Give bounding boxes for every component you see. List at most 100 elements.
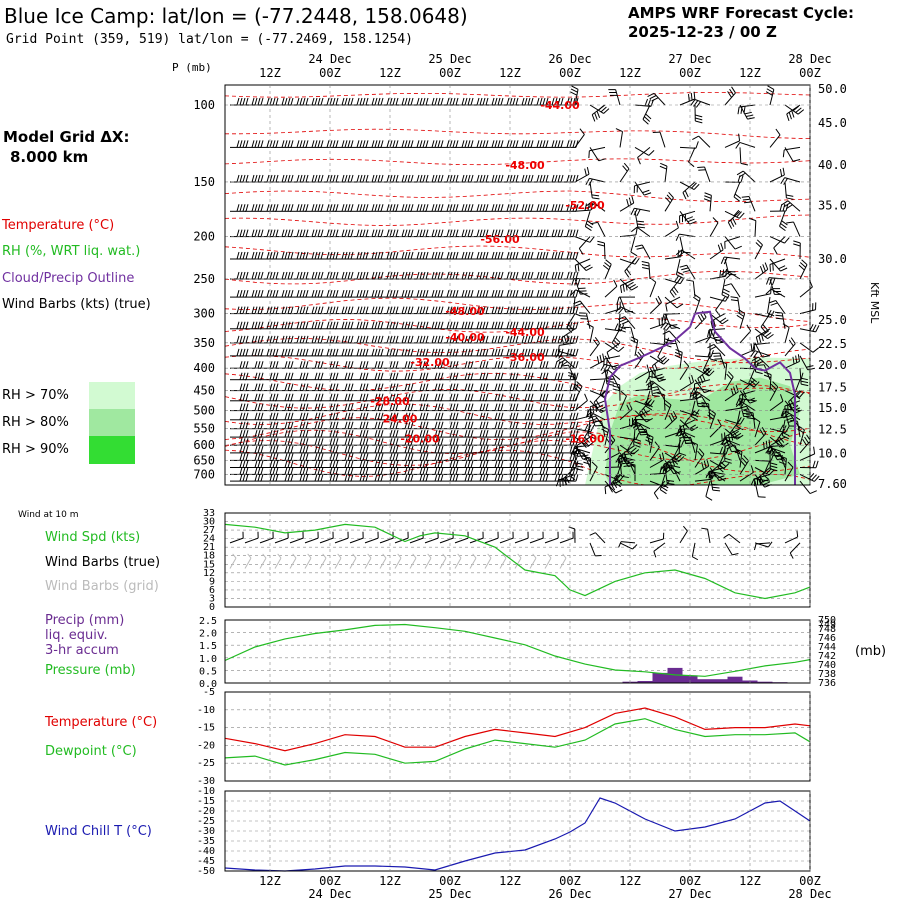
surface-wind-barb xyxy=(619,542,638,550)
wind-barb xyxy=(545,204,564,212)
wind-tick-label: 33 xyxy=(203,508,215,519)
isotherm-line xyxy=(225,128,811,139)
wind-barb xyxy=(515,421,534,430)
top-date-label: 27 Dec xyxy=(668,52,711,66)
isotherm-line xyxy=(224,92,811,98)
wind-barb xyxy=(694,379,712,394)
kft-tick-label: 45.0 xyxy=(818,116,847,130)
wind-barb xyxy=(245,445,264,454)
pressure-tick-label: 500 xyxy=(193,404,215,418)
wind-barb xyxy=(305,429,324,438)
wind-barb xyxy=(769,236,790,244)
wind-barb xyxy=(440,445,459,454)
wind-barb xyxy=(260,321,279,330)
wind-barb xyxy=(485,412,504,421)
grid-wind-barb xyxy=(484,553,492,569)
wind-barb xyxy=(275,271,294,280)
pressure-tick-label: 742 xyxy=(818,651,836,662)
pressure-tick-label: 300 xyxy=(193,307,215,321)
wind-barb xyxy=(365,460,384,468)
wind-barb xyxy=(709,217,719,237)
wind-barb xyxy=(350,372,369,381)
grid-wind-barb xyxy=(544,553,552,569)
wind-barb xyxy=(305,271,324,280)
wind-barb xyxy=(245,140,264,148)
wind-barb xyxy=(784,104,805,115)
wind-barb xyxy=(703,192,712,212)
wind-barb xyxy=(335,473,354,482)
wind-barb xyxy=(585,177,606,186)
wind-barb xyxy=(690,99,711,108)
wind-barb xyxy=(545,271,564,280)
isotherm-label: -40.00 xyxy=(445,331,485,344)
wind-speed-line xyxy=(224,523,811,600)
wind-barb xyxy=(515,473,534,482)
wind-barb xyxy=(664,411,678,430)
wind-barb xyxy=(707,328,726,338)
wind-barb xyxy=(515,97,534,106)
wind-barb xyxy=(709,294,730,302)
wind-barb xyxy=(765,85,775,106)
wind-barb xyxy=(765,288,786,298)
wind-barb xyxy=(485,438,504,446)
wind-barb xyxy=(692,135,711,148)
wind-barb xyxy=(781,419,790,440)
legend-rh90-swatch xyxy=(89,436,135,464)
wind-barb xyxy=(589,147,606,162)
isotherm-line xyxy=(224,449,811,486)
wind-barb xyxy=(515,321,534,330)
wind-barb xyxy=(275,460,294,468)
wind-barb xyxy=(754,439,771,454)
wind-barb xyxy=(245,372,264,381)
grid-wind-barb xyxy=(559,553,567,569)
isotherm-label: -44.00 xyxy=(540,99,580,112)
wind-barb xyxy=(679,141,699,149)
wind-barb xyxy=(515,372,534,381)
grid-wind-barb xyxy=(409,553,417,569)
wind-barb xyxy=(455,174,474,183)
wind-barb xyxy=(530,140,549,148)
wind-barb xyxy=(335,289,354,298)
wind-barb xyxy=(589,181,600,200)
wind-barb xyxy=(320,251,339,260)
wind-barb xyxy=(641,261,651,280)
bottom-date-label: 26 Dec xyxy=(548,887,591,900)
precip-label-1: Precip (mm) xyxy=(45,613,125,628)
wind-barb xyxy=(675,249,696,260)
wind-barb xyxy=(545,361,564,369)
pressure-line xyxy=(224,623,811,677)
wind-barb xyxy=(410,140,429,148)
wind-barb xyxy=(230,403,249,412)
surface-wind-barb xyxy=(723,533,741,544)
wind-barb xyxy=(601,369,621,381)
wind-barb xyxy=(530,372,549,381)
wind-barb xyxy=(485,453,504,461)
wind-barb xyxy=(305,361,324,369)
wind-barb xyxy=(619,256,640,265)
wind-barb xyxy=(767,297,775,317)
wind-barb xyxy=(245,348,264,357)
wind-barb xyxy=(425,421,444,430)
bottom-date-label: 27 Dec xyxy=(668,887,711,900)
wind-barb xyxy=(500,140,519,148)
wind-barb xyxy=(545,174,564,183)
wind-speed-label: Wind Spd (kts) xyxy=(45,530,141,545)
wind-barb xyxy=(754,467,775,476)
wind-barb xyxy=(769,258,786,272)
wind-barb xyxy=(245,289,264,298)
wind-barb xyxy=(739,324,752,344)
wind-barb xyxy=(485,421,504,430)
bottom-date-label: 24 Dec xyxy=(308,887,351,900)
grid-wind-barb xyxy=(364,553,372,569)
wind-barb xyxy=(578,236,591,255)
precip-tick-label: 0.0 xyxy=(199,679,217,690)
wind-barb xyxy=(739,104,755,120)
wind-barb xyxy=(320,429,339,438)
wind-barb xyxy=(290,204,309,212)
wind-barb xyxy=(395,473,414,482)
wind-barb xyxy=(395,445,414,454)
wind-barb xyxy=(320,204,339,212)
wind-barb xyxy=(335,335,354,344)
wind-barb xyxy=(500,445,519,454)
wind-barb xyxy=(500,372,519,381)
